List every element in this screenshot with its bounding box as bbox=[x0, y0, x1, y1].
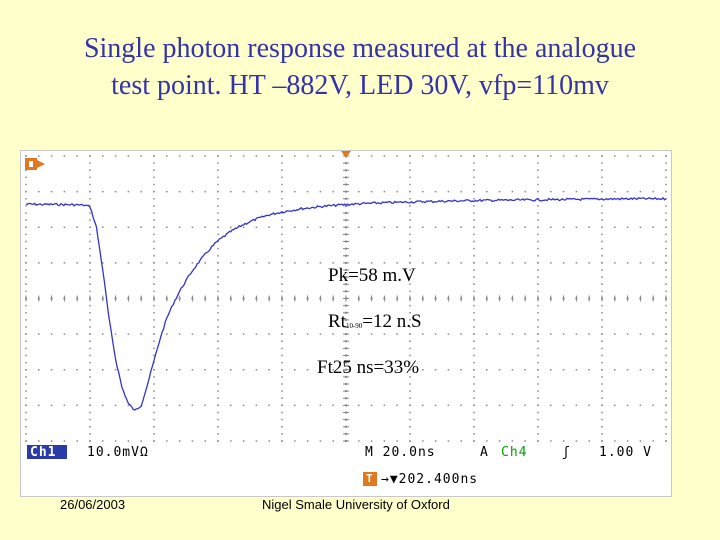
oscilloscope-plot bbox=[25, 151, 667, 486]
timebase-readout: M 20.0ns bbox=[365, 445, 436, 460]
footer-date: 26/06/2003 bbox=[60, 497, 126, 512]
fall-time-annotation: Ft25 ns=33% bbox=[317, 357, 420, 378]
title-line-1: Single photon response measured at the a… bbox=[83, 33, 637, 64]
ch1-badge bbox=[27, 445, 67, 459]
peak-annotation: Pk=58 m.V bbox=[328, 265, 416, 286]
signal-trace bbox=[25, 196, 667, 411]
rise-time-annotation: Rt10-90=12 n.S bbox=[328, 311, 422, 333]
ch1-scale: 10.0mVΩ bbox=[87, 445, 149, 460]
trigger-level: 1.00 V bbox=[599, 445, 652, 460]
oscilloscope-screen: Pk=58 m.V Rt10-90=12 n.S Ft25 ns=33% Ch1… bbox=[20, 150, 672, 497]
title-line-2: test point. HT –882V, LED 30V, vfp=110mv bbox=[111, 70, 609, 101]
trigger-badge bbox=[363, 472, 377, 486]
rise-time-subscript: 10-90 bbox=[345, 322, 363, 330]
ch1-label: Ch1 bbox=[30, 445, 57, 460]
graticule bbox=[25, 155, 667, 442]
rise-time-prefix: Rt bbox=[328, 311, 346, 332]
trigger-mode: A bbox=[480, 445, 489, 460]
rise-time-value: =12 n.S bbox=[362, 311, 422, 332]
slide-title: Single photon response measured at the a… bbox=[0, 30, 720, 104]
trigger-marker-label: T bbox=[366, 472, 374, 485]
footer-author: Nigel Smale University of Oxford bbox=[262, 497, 450, 512]
trigger-source: Ch4 bbox=[501, 445, 528, 460]
ch1-ground-marker bbox=[25, 158, 45, 170]
trigger-position-marker bbox=[341, 151, 351, 158]
trigger-offset: →▼202.400ns bbox=[381, 472, 479, 487]
trigger-slope: ʃ bbox=[562, 445, 571, 460]
